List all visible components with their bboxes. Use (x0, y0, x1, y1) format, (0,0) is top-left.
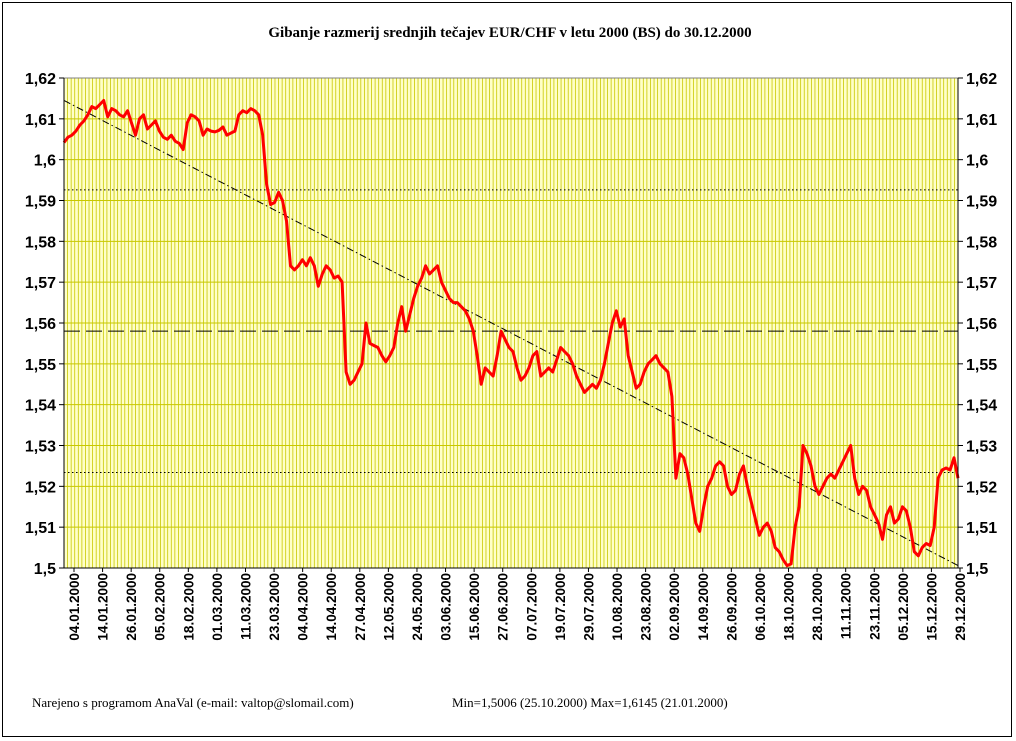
y-tick-label-right: 1,55 (966, 357, 997, 374)
y-tick-label-left: 1,54 (25, 398, 56, 415)
grid (64, 77, 958, 569)
y-tick-label-right: 1,5 (966, 561, 988, 578)
footer-stats: Min=1,5006 (25.10.2000) Max=1,6145 (21.0… (452, 695, 728, 710)
x-tick-label: 19.07.2000 (553, 573, 568, 641)
y-tick-label-left: 1,58 (25, 234, 56, 251)
y-tick-label-left: 1,61 (25, 112, 56, 129)
axes: 1,5 1,5 1,51 1,51 1,52 1,52 1,53 1,53 1,54 1,54 1,… (25, 71, 997, 641)
x-tick-label: 14.09.2000 (696, 573, 711, 641)
x-tick-label: 10.08.2000 (610, 573, 625, 641)
x-tick-label: 18.10.2000 (782, 573, 797, 641)
y-tick-label-left: 1,53 (25, 439, 56, 456)
y-tick-label-right: 1,6 (966, 153, 988, 170)
x-tick-label: 15.12.2000 (924, 573, 939, 641)
y-tick-label-right: 1,58 (966, 234, 997, 251)
y-tick-label-left: 1,51 (25, 520, 56, 537)
y-tick-label-right: 1,51 (966, 520, 997, 537)
x-tick-label: 02.09.2000 (667, 573, 682, 641)
x-tick-label: 23.03.2000 (267, 573, 282, 641)
x-tick-label: 01.03.2000 (210, 573, 225, 641)
y-tick-label-left: 1,56 (25, 316, 56, 333)
trend-line (63, 100, 959, 566)
y-tick-label-right: 1,56 (966, 316, 997, 333)
y-tick-label-left: 1,55 (25, 357, 56, 374)
y-tick-label-left: 1,6 (34, 153, 56, 170)
x-tick-label: 07.07.2000 (524, 573, 539, 641)
y-tick-label-left: 1,5 (34, 561, 56, 578)
x-tick-label: 15.06.2000 (467, 573, 482, 641)
reference-lines (63, 100, 959, 566)
x-tick-label: 11.11.2000 (839, 573, 854, 639)
x-tick-label: 23.08.2000 (639, 573, 654, 641)
x-tick-label: 05.12.2000 (896, 573, 911, 641)
x-tick-label: 04.04.2000 (296, 573, 311, 641)
x-tick-label: 27.04.2000 (353, 573, 368, 641)
x-tick-label: 18.02.2000 (181, 573, 196, 641)
x-tick-label: 26.09.2000 (724, 573, 739, 641)
y-tick-label-right: 1,61 (966, 112, 997, 129)
y-tick-label-left: 1,62 (25, 71, 56, 88)
y-tick-label-right: 1,57 (966, 275, 997, 292)
x-tick-label: 26.01.2000 (124, 573, 139, 641)
x-tick-label: 29.12.2000 (953, 573, 968, 641)
y-tick-label-left: 1,52 (25, 479, 56, 496)
series (62, 99, 960, 568)
footer-credit: Narejeno s programom AnaVal (e-mail: val… (32, 695, 354, 710)
x-tick-label: 23.11.2000 (867, 573, 882, 640)
x-tick-label: 14.04.2000 (324, 573, 339, 641)
x-tick-label: 06.10.2000 (753, 573, 768, 641)
series-line (62, 99, 960, 568)
x-tick-label: 28.10.2000 (810, 573, 825, 641)
y-tick-label-right: 1,59 (966, 194, 997, 211)
x-tick-label: 05.02.2000 (153, 573, 168, 641)
x-tick-label: 11.03.2000 (239, 573, 254, 640)
x-tick-label: 03.06.2000 (439, 573, 454, 641)
x-tick-label: 24.05.2000 (410, 573, 425, 641)
y-tick-label-left: 1,57 (25, 275, 56, 292)
y-tick-label-left: 1,59 (25, 194, 56, 211)
x-tick-label: 04.01.2000 (67, 573, 82, 641)
x-tick-label: 27.06.2000 (496, 573, 511, 641)
y-tick-label-right: 1,62 (966, 71, 997, 88)
y-tick-label-right: 1,52 (966, 479, 997, 496)
x-tick-label: 29.07.2000 (582, 573, 597, 641)
chart-title: Gibanje razmerij srednjih tečajev EUR/CH… (268, 25, 751, 41)
x-tick-label: 14.01.2000 (96, 573, 111, 641)
y-tick-label-right: 1,53 (966, 439, 997, 456)
x-tick-label: 12.05.2000 (381, 573, 396, 641)
y-tick-label-right: 1,54 (966, 398, 997, 415)
